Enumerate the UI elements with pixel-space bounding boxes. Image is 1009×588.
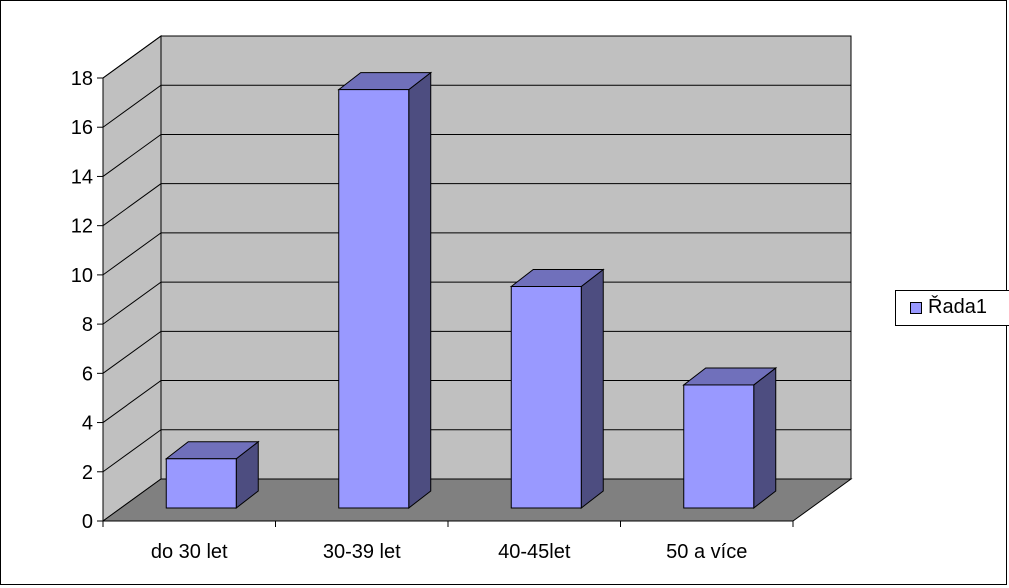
axes	[97, 77, 794, 527]
gridline	[102, 232, 851, 276]
x-tick-label: 50 a více	[666, 541, 747, 563]
gridline	[102, 380, 851, 423]
gridline	[102, 281, 851, 325]
y-tick-label: 6	[82, 363, 93, 385]
gridline	[102, 35, 851, 79]
y-tick-label: 18	[71, 68, 93, 90]
bar	[164, 440, 260, 510]
bar-front	[683, 384, 755, 509]
bar-side	[408, 71, 432, 510]
gridline	[102, 183, 851, 227]
gridline	[102, 84, 851, 128]
y-tick-label: 8	[82, 314, 93, 336]
y-tick-label: 12	[71, 216, 93, 238]
y-tick-label: 2	[82, 462, 93, 484]
x-tick-label: 30-39 let	[323, 541, 401, 563]
x-tick-label: do 30 let	[151, 541, 228, 563]
y-tick-label: 0	[82, 511, 93, 533]
legend: Řada1	[895, 290, 1009, 326]
bar	[682, 366, 778, 510]
gridlines	[102, 35, 851, 473]
y-tick-labels: 0 2 4 6 8 10 12 14 16 18	[71, 68, 93, 533]
bar-side	[753, 366, 777, 510]
bar-front	[510, 286, 582, 509]
bars	[164, 71, 778, 510]
bar	[337, 71, 433, 510]
y-tick-label: 4	[82, 413, 93, 435]
x-tick-labels: do 30 let 30-39 let 40-45let 50 a více	[151, 541, 747, 563]
gridline	[102, 429, 851, 473]
x-tick-label: 40-45let	[498, 541, 571, 563]
legend-swatch	[910, 302, 922, 314]
side-wall	[102, 35, 162, 522]
y-tick-label: 14	[71, 166, 93, 188]
y-tick-label: 10	[71, 265, 93, 287]
bar-front	[338, 89, 410, 509]
gridline	[102, 133, 851, 177]
bar-side	[580, 268, 604, 510]
legend-label: Řada1	[928, 296, 987, 318]
y-tick-label: 16	[71, 117, 93, 139]
bar	[509, 268, 605, 510]
gridline	[102, 330, 851, 374]
bar-front	[165, 458, 237, 509]
